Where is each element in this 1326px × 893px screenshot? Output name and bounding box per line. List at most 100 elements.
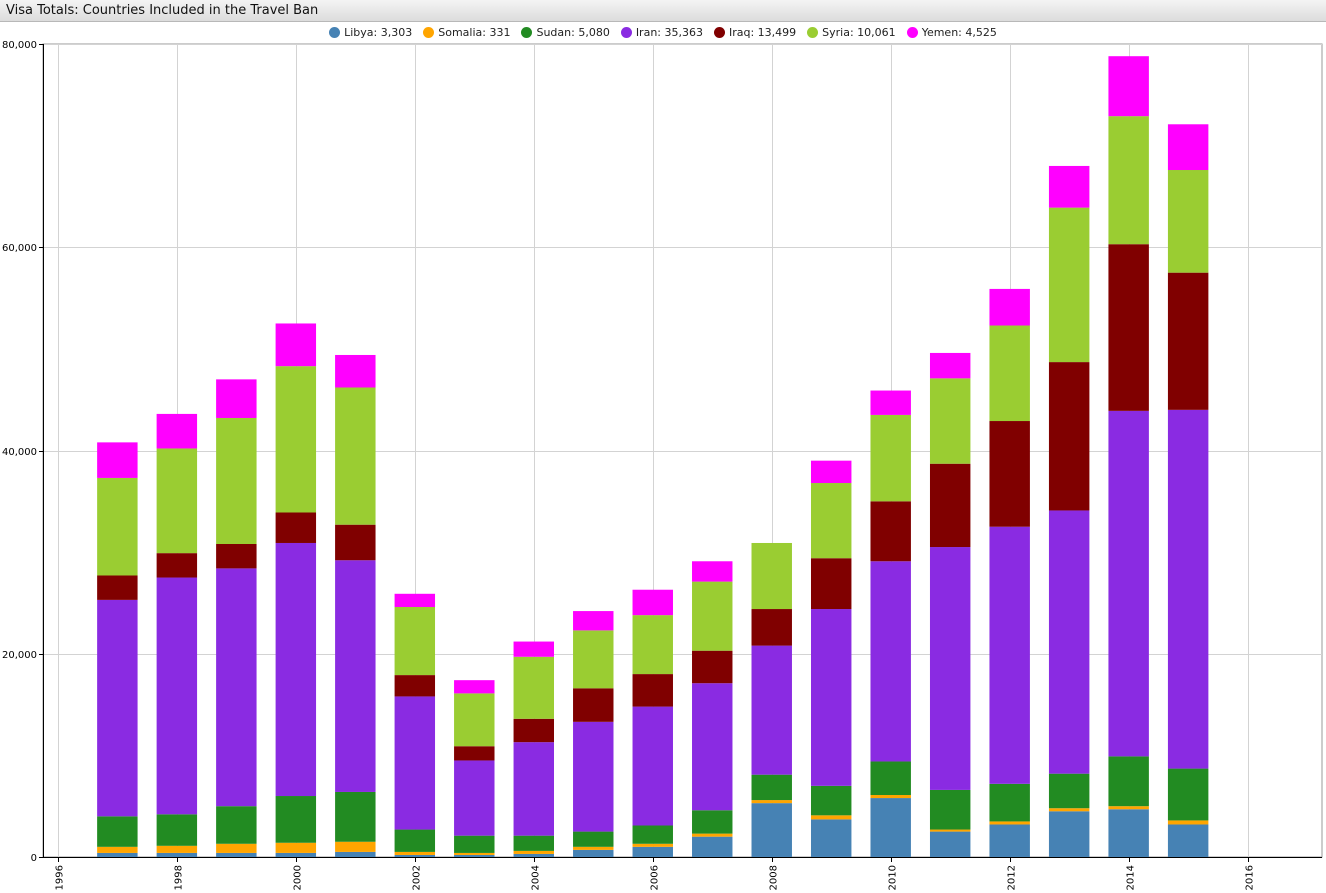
legend-item-libya[interactable]: Libya: 3,303 — [329, 26, 412, 39]
bar-segment-sudan-1999 — [216, 806, 257, 844]
bar-segment-somalia-1997 — [97, 846, 138, 853]
bar-segment-syria-2001 — [335, 387, 376, 525]
bar-segment-somalia-2007 — [692, 833, 733, 837]
bar-segment-iran-2005 — [573, 721, 614, 832]
bar-segment-iraq-2012 — [989, 421, 1030, 527]
x-tick-label: 2004 — [531, 865, 542, 890]
bar-segment-iraq-2003 — [454, 746, 495, 761]
bar-segment-iran-2007 — [692, 683, 733, 811]
window-title: Visa Totals: Countries Included in the T… — [6, 3, 319, 18]
bar-segment-iraq-2010 — [870, 501, 911, 562]
bar-segment-yemen-2003 — [454, 680, 495, 694]
x-tick-label: 2012 — [1007, 865, 1018, 890]
bar-segment-sudan-2012 — [989, 783, 1030, 822]
bar-segment-yemen-2009 — [810, 460, 852, 484]
bar-segment-iraq-2004 — [513, 718, 554, 743]
x-tick-label: 2014 — [1126, 865, 1137, 890]
bar-segment-somalia-2011 — [929, 829, 971, 832]
bar-segment-syria-2009 — [810, 483, 852, 559]
legend-label-libya: Libya: 3,303 — [344, 25, 413, 39]
legend-swatch-iran — [620, 26, 632, 38]
bar-segment-somalia-2012 — [989, 821, 1030, 825]
bar-segment-iraq-1997 — [97, 575, 138, 600]
bar-segment-iran-2010 — [870, 561, 911, 762]
bar-segment-sudan-2010 — [870, 761, 911, 796]
legend-swatch-libya — [329, 26, 341, 38]
bar-segment-syria-2010 — [870, 414, 911, 502]
bar-segment-sudan-2014 — [1108, 756, 1149, 807]
bar-segment-sudan-2004 — [513, 835, 554, 851]
bar-segment-iraq-2008 — [751, 609, 792, 646]
bar-segment-yemen-2002 — [394, 593, 436, 607]
y-tick-label: 0 — [31, 853, 37, 864]
bars-group — [97, 56, 1209, 857]
bar-segment-somalia-2002 — [394, 851, 436, 855]
x-tick-label: 2006 — [650, 865, 661, 890]
bar-segment-syria-2015 — [1167, 170, 1209, 273]
legend-item-sudan[interactable]: Sudan: 5,080 — [521, 26, 610, 39]
legend-item-iraq[interactable]: Iraq: 13,499 — [713, 26, 796, 39]
bar-segment-somalia-2008 — [751, 800, 792, 804]
bar-segment-iraq-2009 — [810, 558, 852, 610]
bar-segment-yemen-2013 — [1048, 165, 1090, 208]
bar-segment-libya-2009 — [810, 819, 852, 857]
bar-segment-sudan-2007 — [692, 810, 733, 834]
bar-segment-iraq-1999 — [216, 544, 257, 569]
bar-segment-syria-2002 — [394, 607, 436, 676]
bar-segment-iran-2006 — [632, 706, 673, 826]
bar-segment-iran-2013 — [1048, 510, 1090, 774]
bar-segment-syria-2008 — [751, 542, 792, 610]
bar-segment-syria-1999 — [216, 417, 257, 544]
bar-segment-sudan-2013 — [1048, 773, 1090, 809]
bar-segment-yemen-2001 — [335, 354, 376, 388]
bar-segment-iraq-2006 — [632, 674, 673, 707]
legend-item-yemen[interactable]: Yemen: 4,525 — [906, 25, 997, 39]
bar-segment-libya-2002 — [394, 854, 436, 857]
bar-segment-yemen-2005 — [573, 611, 614, 631]
bar-segment-iran-2000 — [275, 542, 317, 797]
y-tick-label: 60,000 — [2, 243, 37, 254]
bar-segment-iraq-2001 — [335, 524, 376, 561]
bar-segment-syria-2006 — [632, 615, 673, 675]
bar-segment-yemen-2015 — [1167, 124, 1209, 171]
legend-item-somalia[interactable]: Somalia: 331 — [423, 26, 510, 39]
x-tick-label: 1998 — [174, 865, 185, 890]
legend-label-yemen: Yemen: 4,525 — [921, 25, 997, 39]
bar-segment-libya-1998 — [156, 852, 198, 857]
bar-segment-sudan-2008 — [751, 774, 792, 801]
bar-segment-sudan-1998 — [156, 814, 198, 846]
bar-segment-yemen-2006 — [632, 589, 673, 616]
bar-segment-sudan-1997 — [97, 816, 138, 847]
x-tick-label: 2000 — [293, 865, 304, 890]
bar-segment-yemen-2007 — [692, 561, 733, 582]
bar-segment-libya-1999 — [216, 852, 257, 857]
bar-segment-somalia-2014 — [1108, 806, 1149, 810]
legend-swatch-somalia — [423, 26, 435, 38]
bar-segment-somalia-2005 — [573, 846, 614, 850]
bar-segment-iraq-1998 — [156, 553, 198, 578]
x-tick-label: 1996 — [55, 865, 66, 890]
bar-segment-syria-2014 — [1108, 116, 1149, 245]
bar-segment-iran-2009 — [810, 609, 852, 786]
bar-segment-libya-2012 — [989, 824, 1030, 857]
bar-segment-iran-2002 — [394, 696, 436, 830]
bar-segment-iran-2003 — [454, 760, 495, 836]
bar-segment-iran-1997 — [97, 599, 138, 817]
bar-segment-iran-2012 — [989, 526, 1030, 784]
bar-segment-iraq-2013 — [1048, 362, 1090, 511]
legend-item-syria[interactable]: Syria: 10,061 — [807, 26, 896, 39]
x-tick-label: 2010 — [888, 865, 899, 890]
bar-segment-syria-1998 — [156, 448, 198, 554]
bar-segment-yemen-2012 — [989, 288, 1030, 326]
bar-segment-libya-2003 — [454, 854, 495, 857]
bar-segment-libya-2011 — [929, 831, 971, 857]
bar-segment-libya-2005 — [573, 849, 614, 857]
x-tick-label: 2008 — [769, 865, 780, 890]
bar-segment-syria-2003 — [454, 693, 495, 747]
y-tick-label: 40,000 — [2, 447, 37, 458]
bar-segment-somalia-2004 — [513, 850, 554, 854]
legend-item-iran[interactable]: Iran: 35,363 — [620, 26, 703, 39]
bar-segment-yemen-2011 — [929, 352, 971, 379]
bar-segment-syria-2004 — [513, 656, 554, 719]
bar-segment-libya-2006 — [632, 846, 673, 857]
